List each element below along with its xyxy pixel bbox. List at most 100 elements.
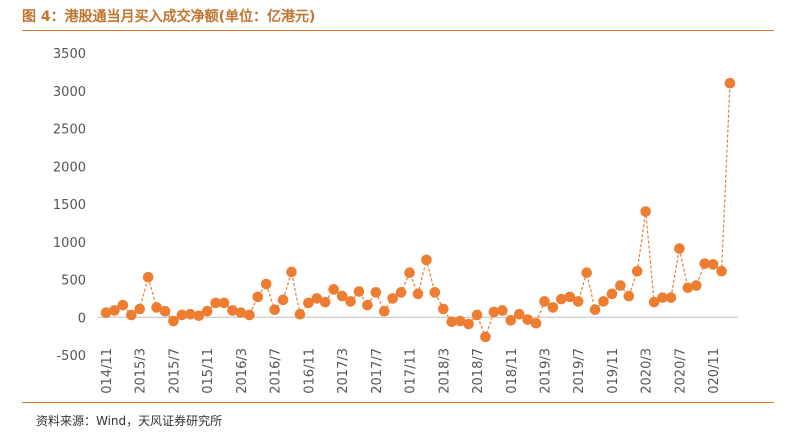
data-point [488,306,500,318]
data-point [109,305,120,316]
data-point [640,206,651,217]
x-tick-label: 2015/7 [167,348,182,394]
x-tick-label: 2019/7 [572,348,587,394]
data-point [513,308,525,320]
data-point [218,297,230,309]
x-tick-label: 2020/7 [673,348,688,394]
y-tick-label: 0 [78,311,86,326]
data-point [598,296,609,307]
data-point [252,291,264,303]
data-point [336,290,348,302]
data-point [454,315,466,327]
data-point [522,314,533,325]
data-point [260,278,272,290]
data-point [412,288,424,300]
data-point [539,296,550,307]
x-tick-label: 2019/11 [606,348,621,395]
data-point [623,290,635,302]
data-point [446,316,458,328]
x-tick-label: 2017/7 [370,348,385,394]
data-point [387,293,399,304]
data-point [159,305,171,317]
y-tick-label: 1500 [53,198,86,213]
data-point [421,254,432,266]
data-point [100,307,112,319]
data-point [142,271,154,283]
x-tick-label: 2020/3 [640,348,655,394]
data-point [286,266,297,278]
data-point [581,267,592,279]
x-tick-label: 2018/11 [505,348,520,395]
data-point [471,309,483,321]
series-net-buy [100,77,736,343]
data-point [497,305,508,316]
line-chart: -500 0 500 1000 1500 2000 2500 3000 3500 2014/11… [53,47,738,395]
y-tick-label: 500 [61,274,86,289]
data-point [564,291,576,303]
y-tick-label: -500 [56,349,86,364]
data-point [227,305,238,316]
data-point [176,309,188,321]
data-point [362,299,373,311]
data-point [724,77,736,89]
data-point [530,317,542,329]
data-point [378,305,390,317]
x-tick-label: 2016/7 [269,348,284,394]
data-point [572,296,584,307]
data-point [674,243,685,254]
data-point [480,331,491,343]
y-tick-label: 3000 [53,85,86,100]
data-point [707,259,719,270]
y-tick-label: 2500 [53,123,86,138]
source-divider [22,402,774,403]
y-tick-label: 3500 [53,47,86,62]
data-point [201,305,213,317]
x-tick-label: 2019/3 [538,348,553,394]
x-tick-label: 2017/11 [404,348,419,395]
data-point [606,288,618,300]
data-point [269,304,280,316]
data-point [311,293,323,304]
data-point [353,286,365,297]
data-point [193,310,205,322]
data-point [303,297,314,309]
y-tick-label: 1000 [53,236,86,251]
data-point [429,287,441,298]
data-point [345,296,356,307]
data-point [277,294,289,306]
data-point [328,284,339,295]
x-tick-label: 2017/3 [336,348,351,394]
data-point [631,265,643,277]
data-point [210,297,221,309]
data-point [505,314,517,326]
chart-title: 图 4：港股通当月买入成交净额(单位：亿港元) [22,9,316,25]
data-point [615,280,626,291]
data-point [589,304,601,316]
x-tick-label: 2014/11 [100,348,115,395]
x-tick-label: 2016/11 [302,348,317,395]
data-point [319,296,331,308]
data-point [699,258,711,269]
data-point [244,309,255,321]
y-tick-label: 2000 [53,160,86,175]
data-point [682,282,694,294]
data-point [117,299,129,311]
data-point [716,265,727,277]
data-point [395,287,407,298]
data-point [404,267,415,279]
data-point [370,287,382,298]
source-note: 资料来源：Wind，天风证券研究所 [36,414,223,428]
data-point [657,292,668,303]
data-point [648,296,660,308]
x-tick-label: 2018/7 [471,348,486,394]
data-point [168,315,179,327]
data-point [151,302,162,313]
data-point [134,303,146,315]
x-tick-label: 2015/11 [201,348,216,395]
data-point [125,309,137,321]
x-tick-label: 2015/3 [134,348,149,394]
data-point [463,318,474,330]
y-axis: -500 0 500 1000 1500 2000 2500 3000 3500 [53,47,86,364]
data-point [235,307,247,319]
data-point [185,308,196,320]
